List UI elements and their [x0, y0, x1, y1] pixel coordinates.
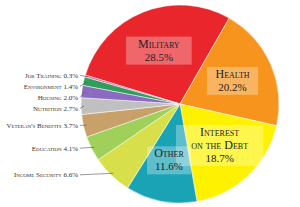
svg-text:Environment 1.4%: Environment 1.4% [24, 83, 78, 91]
svg-text:Health20.2%: Health20.2% [215, 67, 249, 93]
svg-text:Nutrition 2.7%: Nutrition 2.7% [33, 105, 78, 113]
svg-text:Veteran's Benefits 3.7%: Veteran's Benefits 3.7% [8, 122, 78, 130]
svg-text:Education 4.1%: Education 4.1% [32, 145, 78, 153]
svg-text:Housing 2.0%: Housing 2.0% [38, 94, 78, 102]
svg-text:Intereston the Debt18.7%: Intereston the Debt18.7% [191, 125, 248, 164]
svg-text:Income Security 6.6%: Income Security 6.6% [14, 171, 78, 179]
svg-text:Other11.6%: Other11.6% [154, 146, 184, 172]
svg-text:Job Training 0.3%: Job Training 0.3% [25, 72, 78, 80]
svg-text:Military28.5%: Military28.5% [138, 37, 180, 63]
